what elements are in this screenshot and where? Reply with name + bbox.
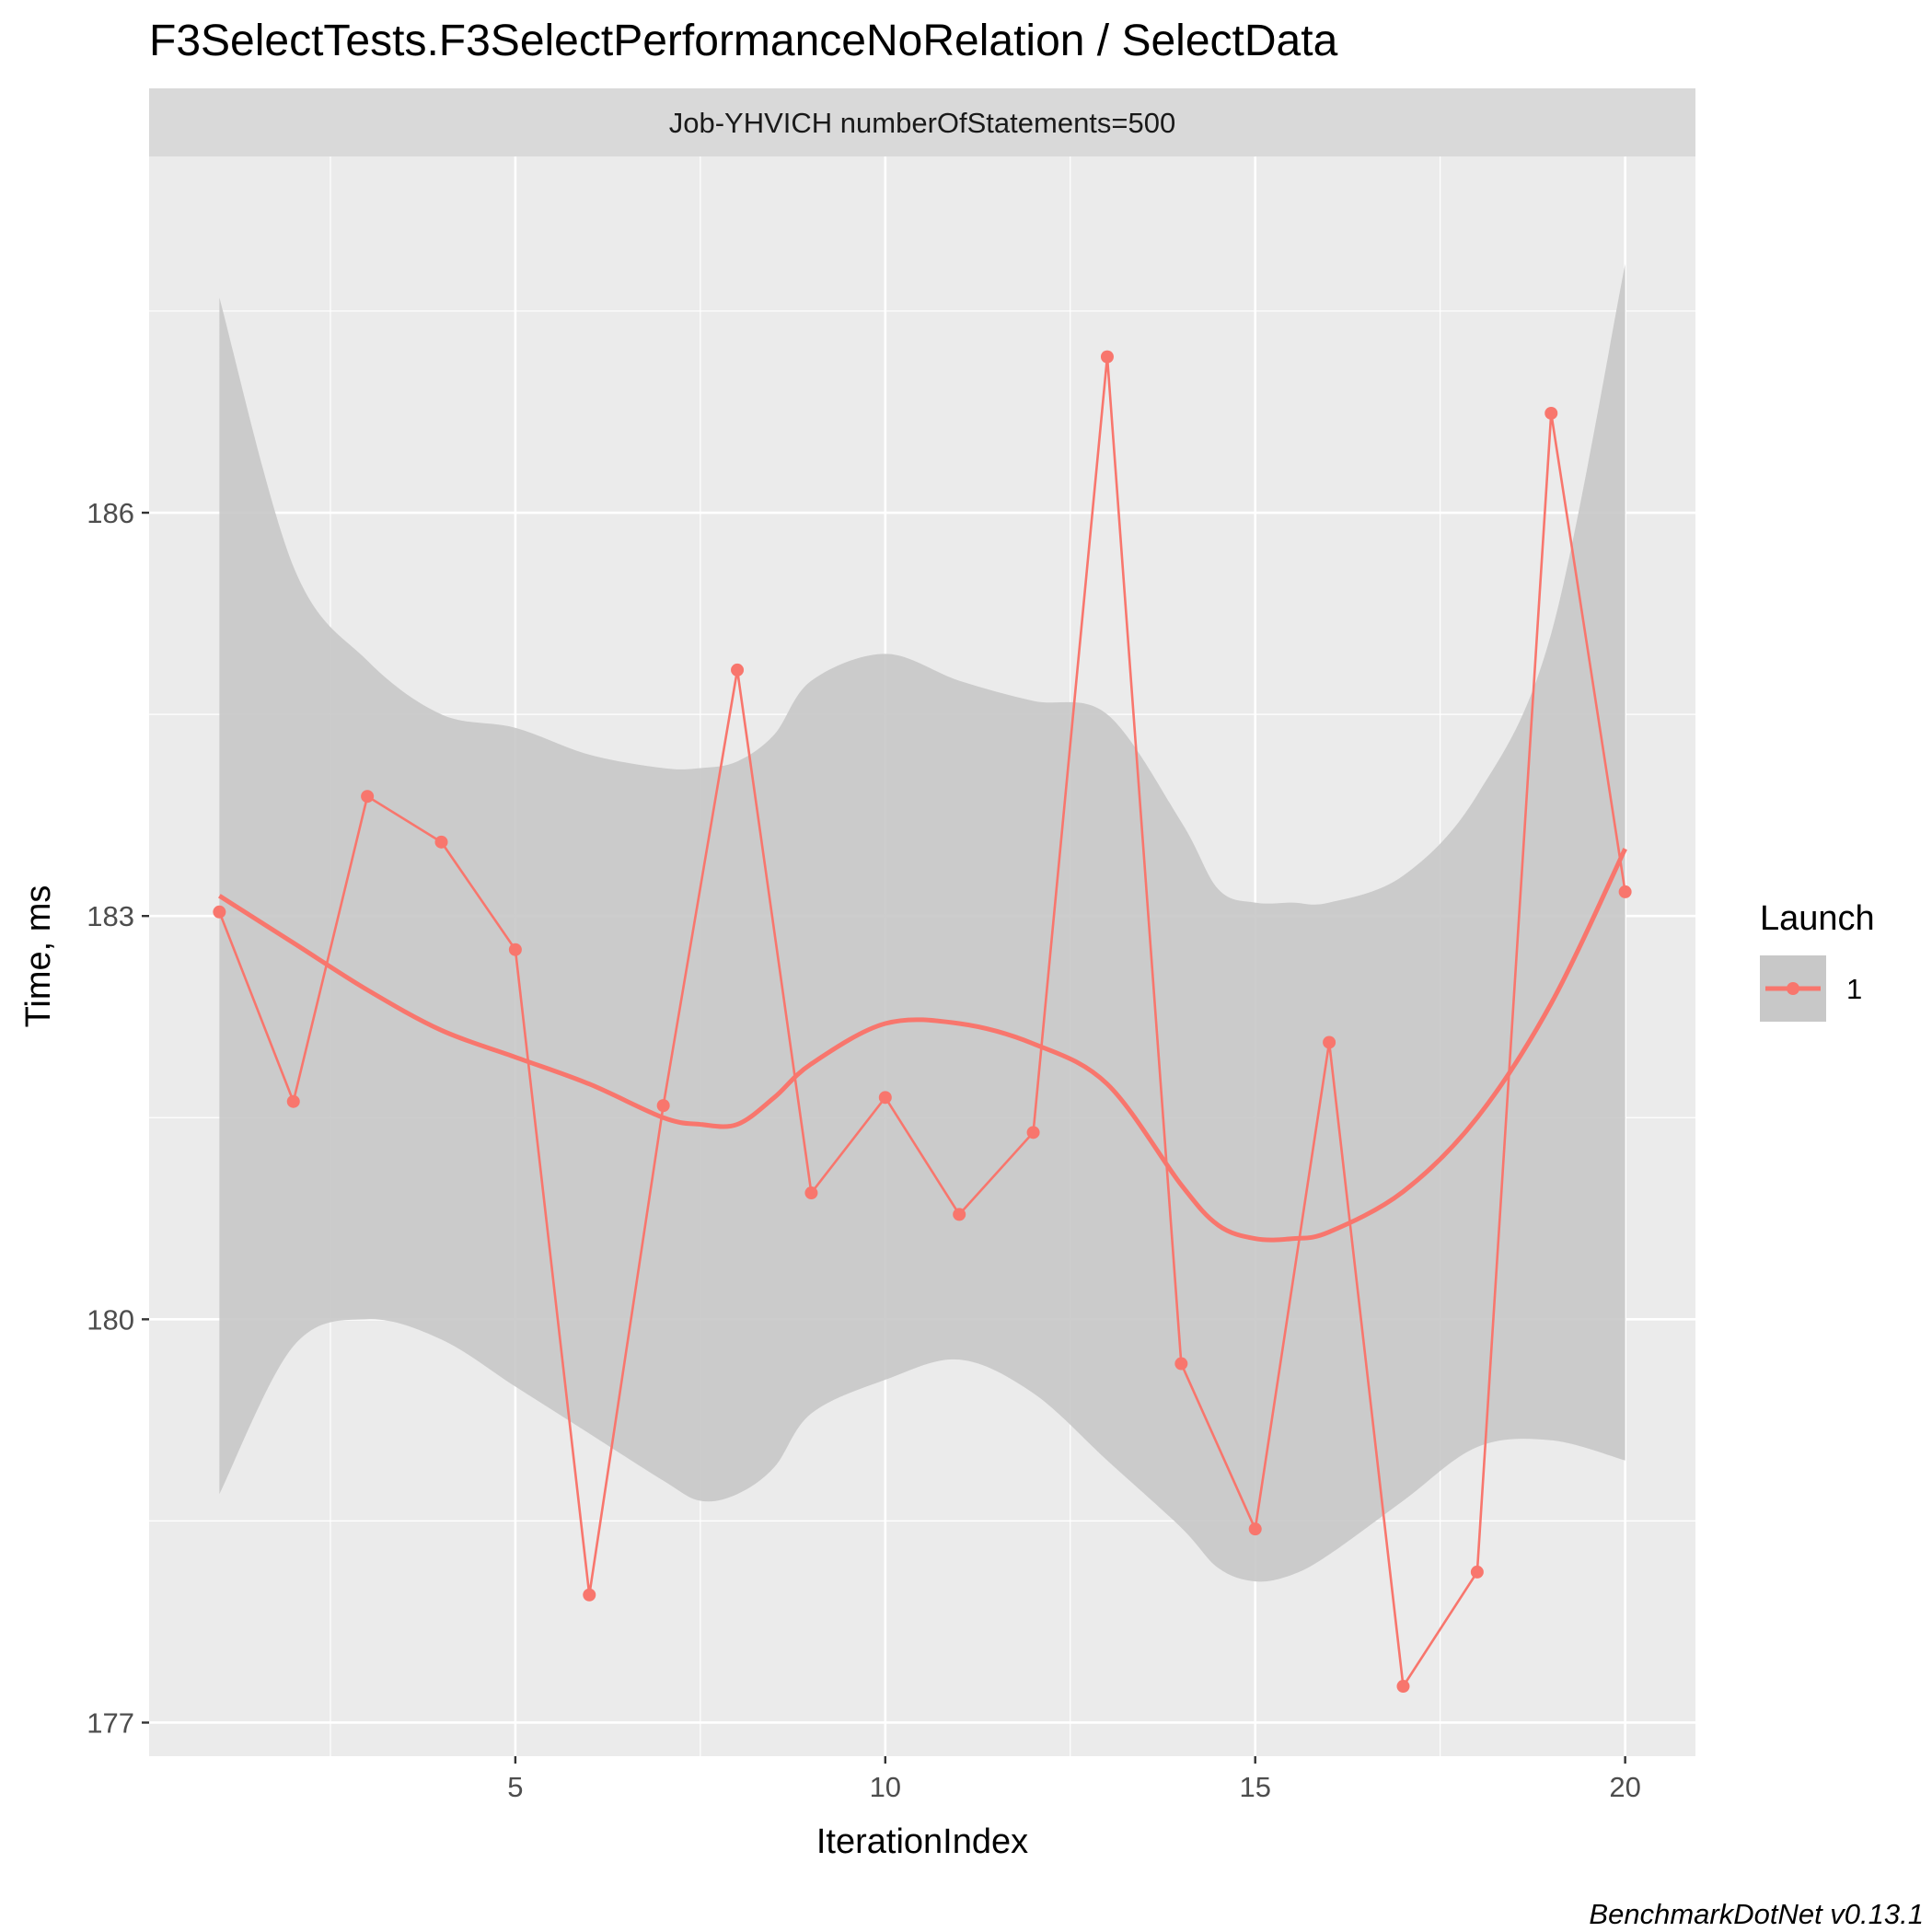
y-tick-label: 177 bbox=[87, 1706, 134, 1739]
data-point bbox=[286, 1094, 300, 1108]
data-points bbox=[213, 350, 1632, 1694]
data-point bbox=[656, 1099, 670, 1113]
data-point bbox=[434, 835, 448, 849]
data-point bbox=[1174, 1357, 1188, 1371]
data-point bbox=[213, 905, 226, 919]
facet-strip-label: Job-YHVICH numberOfStatements=500 bbox=[669, 107, 1176, 139]
caption: BenchmarkDotNet v0.13.1 bbox=[1589, 1898, 1924, 1930]
data-point bbox=[731, 663, 745, 677]
data-point bbox=[1026, 1126, 1040, 1140]
data-point bbox=[508, 943, 522, 956]
y-tick-label: 183 bbox=[87, 900, 134, 932]
x-tick-label: 15 bbox=[1239, 1771, 1270, 1803]
data-point bbox=[1470, 1565, 1484, 1579]
y-tick-label: 186 bbox=[87, 497, 134, 529]
y-axis-title: Time, ms bbox=[19, 885, 58, 1028]
chart-title: F3SelectTests.F3SelectPerformanceNoRelat… bbox=[149, 17, 1338, 65]
smooth-trend-line bbox=[218, 848, 1627, 1243]
legend: Launch 1 bbox=[1760, 899, 1875, 1022]
x-tick-label: 5 bbox=[507, 1771, 523, 1803]
data-point bbox=[1323, 1035, 1336, 1049]
data-point bbox=[1248, 1522, 1262, 1536]
data-point bbox=[953, 1208, 966, 1221]
data-point bbox=[1396, 1680, 1410, 1694]
y-tick-label: 180 bbox=[87, 1303, 134, 1336]
series-line-1 bbox=[218, 356, 1626, 1690]
facet-strip bbox=[149, 88, 1695, 156]
axes: 5 10 15 20 177 180 183 186 bbox=[87, 497, 1641, 1803]
data-point bbox=[878, 1091, 892, 1105]
x-tick-label: 10 bbox=[870, 1771, 901, 1803]
x-tick-label: 20 bbox=[1609, 1771, 1640, 1803]
data-point bbox=[583, 1588, 596, 1602]
legend-key-point bbox=[1787, 982, 1799, 995]
x-axis-title: IterationIndex bbox=[816, 1822, 1028, 1861]
data-point bbox=[1618, 885, 1632, 898]
data-point bbox=[804, 1186, 818, 1200]
data-point bbox=[1100, 350, 1114, 364]
data-point bbox=[361, 790, 375, 804]
legend-label-1: 1 bbox=[1846, 973, 1862, 1005]
confidence-ribbon bbox=[219, 263, 1625, 1582]
data-point bbox=[1544, 406, 1558, 420]
legend-title: Launch bbox=[1760, 899, 1875, 938]
